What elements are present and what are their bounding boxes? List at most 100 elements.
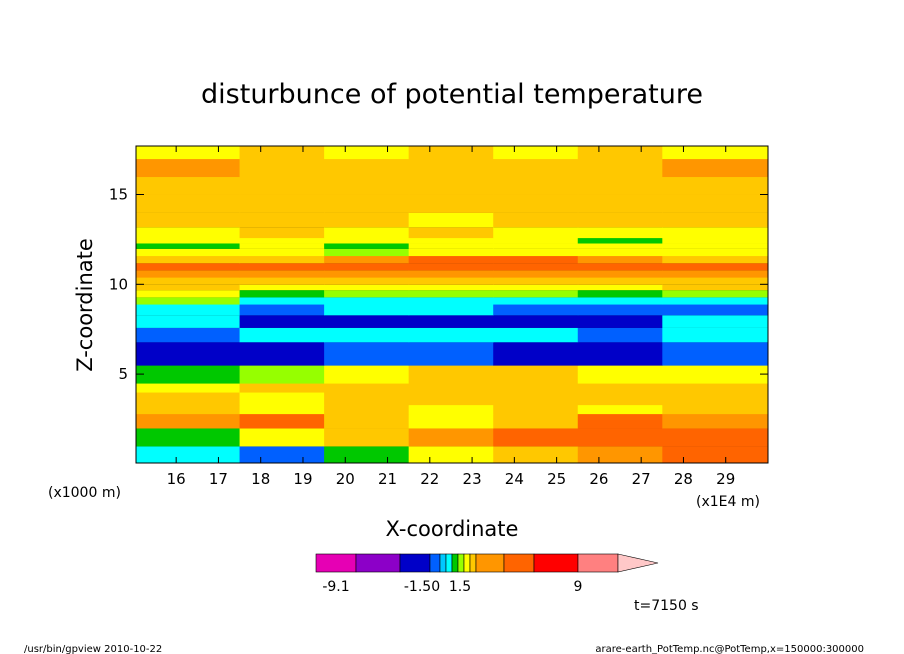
colorbar-label: -9.1 [322,579,349,595]
y-tick-label: 10 [109,275,128,293]
heatmap-cell [324,226,410,239]
heatmap-cell [577,314,663,328]
colorbar-swatch [463,553,471,573]
heatmap-cell [662,392,769,406]
heatmap-cell [577,327,663,343]
heatmap-cell [239,392,325,406]
heatmap-cell [136,383,241,393]
heatmap-cell [324,237,410,244]
heatmap-cell [577,255,663,264]
heatmap-cell [239,296,325,305]
heatmap-cell [662,314,769,328]
heatmap-cell [577,242,663,249]
heatmap-cell [662,445,769,464]
heatmap-cell [493,158,579,178]
heatmap-cell [493,226,579,239]
heatmap-cell [662,304,769,316]
heatmap-cell [493,289,579,298]
heatmap-cell [577,427,663,447]
heatmap-cell [408,237,494,244]
heatmap-cell [239,194,325,213]
heatmap-cell [136,226,241,239]
heatmap-cell [408,304,494,316]
heatmap-cell [136,146,241,160]
heatmap-cell [239,341,325,366]
x-tick-label: 19 [293,470,312,488]
heatmap-field [136,145,769,464]
heatmap-cell [324,427,410,447]
heatmap-cell [324,341,410,366]
heatmap-cell [662,176,769,195]
colorbar-swatch [475,553,505,573]
heatmap-cell [493,314,579,328]
heatmap-cell [239,226,325,239]
heatmap-cell [136,158,241,178]
heatmap-cell [324,242,410,249]
heatmap-cell [239,289,325,298]
x-tick-label: 22 [420,470,439,488]
heatmap-cell [136,262,241,271]
heatmap-cell [662,404,769,415]
heatmap-cell [324,413,410,429]
heatmap-cell [493,413,579,429]
heatmap-cell [408,383,494,393]
heatmap-cell [324,284,410,291]
heatmap-cell [136,255,241,264]
heatmap-cell [408,277,494,285]
heatmap-cell [577,392,663,406]
heatmap-cell [408,296,494,305]
heatmap-cell [408,226,494,239]
heatmap-cell [577,176,663,195]
heatmap-cell [408,365,494,384]
heatmap-cell [324,383,410,393]
heatmap-cell [239,277,325,285]
heatmap-cell [662,277,769,285]
plot-frame [135,145,769,464]
x-axis-ticks: 16 17 18 19 20 21 22 23 24 25 26 27 28 29 [167,146,735,488]
heatmap-cell [408,314,494,328]
heatmap-cell [493,255,579,264]
heatmap-cell [662,226,769,239]
colorbar-swatch [457,553,465,573]
colorbar-label: 1.5 [449,579,471,595]
heatmap-cell [662,327,769,343]
heatmap-cell [577,248,663,257]
heatmap-cell [577,194,663,213]
colorbar-swatch [451,553,459,573]
heatmap-cell [324,146,410,160]
colorbar: -9.1 -1.50 1.5 9 [315,553,659,595]
heatmap-cell [662,269,769,278]
heatmap-cell [493,383,579,393]
heatmap-cell [493,365,579,384]
heatmap-cell [239,158,325,178]
heatmap-cell [662,248,769,257]
heatmap-cell [577,237,663,244]
heatmap-cell [324,304,410,316]
x-tick-label: 20 [336,470,355,488]
heatmap-cell [493,445,579,464]
heatmap-cell [577,289,663,298]
heatmap-cell [493,212,579,228]
heatmap-cell [408,341,494,366]
heatmap-cell [324,327,410,343]
heatmap-cell [493,237,579,244]
heatmap-cell [493,146,579,160]
heatmap-cell [662,289,769,298]
heatmap-cell [662,194,769,213]
heatmap-cell [324,314,410,328]
x-tick-label: 18 [251,470,270,488]
heatmap-cell [324,404,410,415]
heatmap-cell [324,277,410,285]
heatmap-cell [324,176,410,195]
heatmap-cell [239,146,325,160]
heatmap-cell [136,289,241,298]
heatmap-cell [136,237,241,244]
heatmap-cell [577,365,663,384]
heatmap-cell [662,262,769,271]
colorbar-swatch [439,553,447,573]
heatmap-cell [577,226,663,239]
heatmap-cell [136,404,241,415]
heatmap-cell [493,304,579,316]
heatmap-cell [493,277,579,285]
x-tick-label: 25 [547,470,566,488]
